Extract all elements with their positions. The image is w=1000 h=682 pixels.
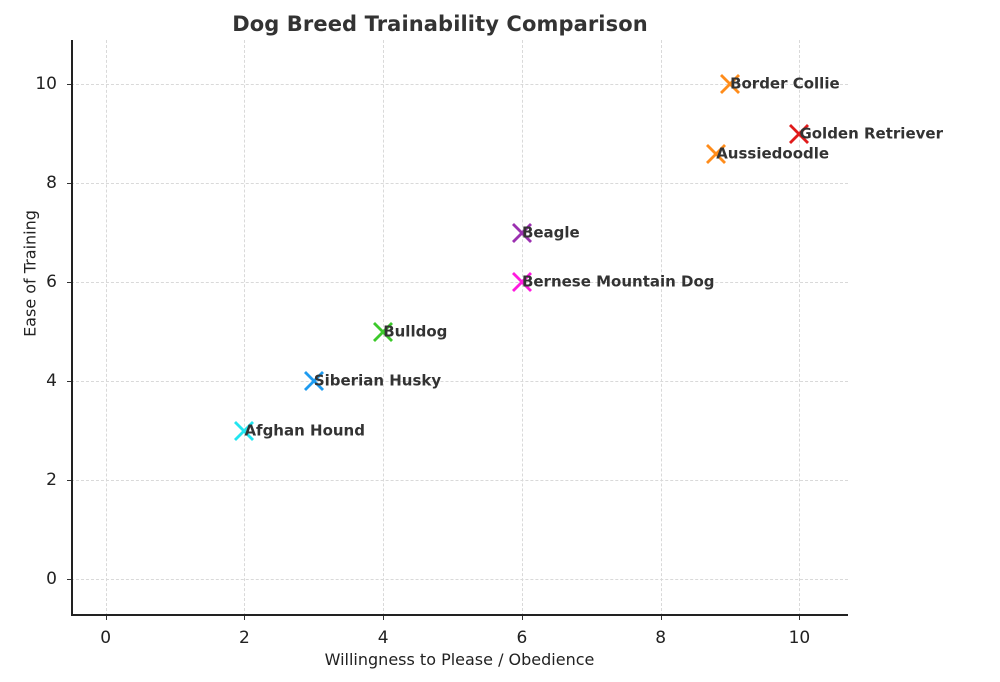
x-tick-mark	[383, 616, 385, 620]
point-label: Afghan Hound	[244, 421, 365, 440]
y-tick-label: 10	[35, 74, 57, 95]
x-tick-mark	[244, 616, 246, 620]
chart-title: Dog Breed Trainability Comparison	[232, 12, 648, 36]
point-label: Bulldog	[383, 322, 448, 341]
x-tick-label: 10	[788, 628, 811, 648]
x-tick-label: 2	[239, 628, 250, 648]
gridline-horizontal	[71, 84, 848, 86]
gridline-horizontal	[71, 480, 848, 482]
x-tick-mark	[799, 616, 801, 620]
x-tick-label: 0	[100, 628, 112, 648]
gridline-horizontal	[71, 282, 848, 284]
gridline-horizontal	[71, 183, 848, 185]
y-tick-mark	[67, 480, 71, 482]
gridline-vertical	[521, 40, 523, 616]
gridline-horizontal	[71, 578, 848, 580]
x-tick-label: 4	[377, 628, 389, 648]
gridline-horizontal	[71, 381, 848, 383]
point-label: Aussiedoodle	[716, 144, 830, 163]
x-tick-label: 6	[516, 628, 528, 648]
y-axis-label: Ease of Training	[20, 210, 40, 337]
x-axis-label: Willingness to Please / Obedience	[324, 650, 595, 669]
y-tick-label: 0	[46, 568, 57, 589]
x-tick-label: 8	[655, 628, 667, 648]
y-tick-mark	[67, 578, 71, 580]
plot-area: 0 2 4 6 8 10 0 2 4 6 8 10 Border Collie Golden Retr…	[35, 40, 943, 648]
y-tick-mark	[67, 84, 71, 86]
y-tick-label: 4	[46, 371, 57, 392]
x-marker-icon	[706, 143, 727, 164]
x-tick-mark	[660, 616, 662, 620]
y-axis-spine	[71, 40, 73, 616]
point-label: Beagle	[521, 223, 580, 242]
x-tick-mark	[521, 616, 523, 620]
gridline-vertical	[660, 40, 662, 616]
gridline-vertical	[799, 40, 801, 616]
x-tick-mark	[105, 616, 107, 620]
y-tick-label: 6	[46, 272, 57, 293]
gridline-vertical	[244, 40, 246, 616]
y-tick-label: 8	[46, 173, 57, 194]
point-label: Golden Retriever	[799, 124, 943, 143]
x-axis-spine	[71, 614, 848, 616]
y-tick-mark	[67, 381, 71, 383]
scatter-point: Aussiedoodle	[703, 141, 829, 167]
y-tick-mark	[67, 282, 71, 284]
y-tick-label: 2	[46, 470, 57, 491]
gridline-vertical	[105, 40, 107, 616]
y-tick-mark	[67, 183, 71, 185]
gridline-vertical	[383, 40, 385, 616]
